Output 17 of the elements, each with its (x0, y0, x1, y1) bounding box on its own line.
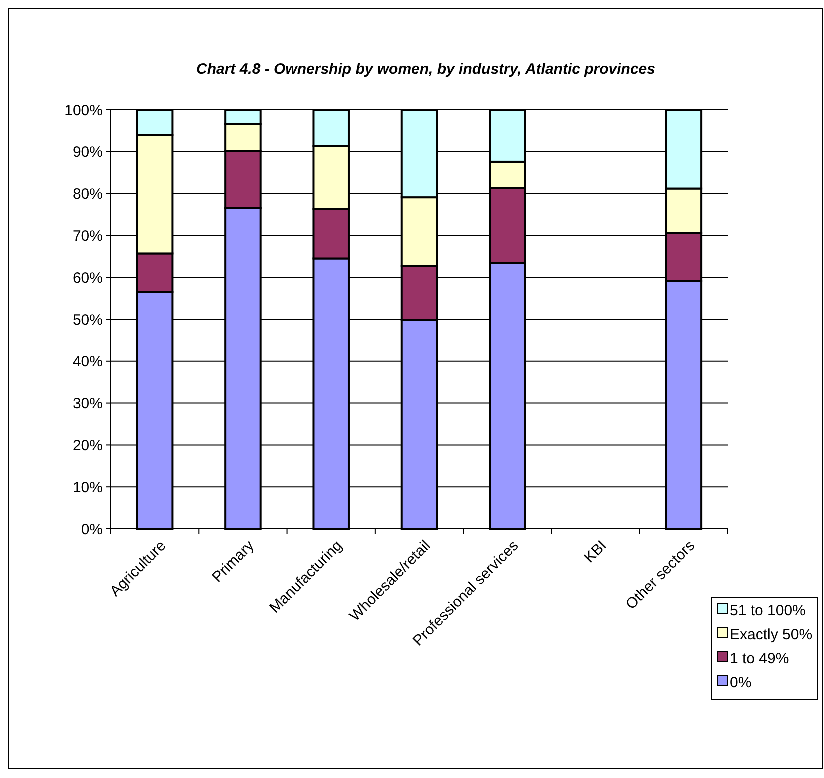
y-tick-label: 80% (72, 186, 103, 204)
chart-title: Chart 4.8 - Ownership by women, by industry, Atlantic provinces (196, 61, 656, 78)
y-tick-label: 0% (81, 521, 103, 538)
y-tick-label: 70% (72, 228, 103, 245)
y-tick-label: 20% (72, 437, 103, 454)
x-tick-label: KBI (581, 538, 610, 567)
legend-label: Exactly 50% (730, 626, 813, 644)
y-tick-label: 50% (72, 312, 103, 329)
y-tick-label: 60% (72, 270, 103, 287)
y-tick-label: 100% (64, 102, 103, 120)
legend-label: 51 to 100% (730, 602, 806, 620)
y-tick-label: 30% (72, 396, 103, 413)
legend-label: 0% (730, 674, 752, 692)
legend-label: 1 to 49% (730, 650, 790, 668)
y-tick-label: 90% (72, 144, 103, 162)
y-tick-label: 40% (72, 354, 103, 371)
y-tick-label: 10% (72, 479, 103, 496)
